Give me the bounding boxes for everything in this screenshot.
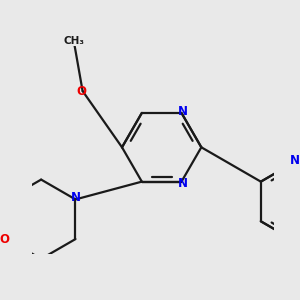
Text: N: N	[71, 191, 81, 205]
Text: O: O	[0, 232, 10, 246]
Text: O: O	[77, 85, 87, 98]
Text: N: N	[178, 105, 188, 118]
Text: N: N	[290, 154, 300, 167]
Text: CH₃: CH₃	[64, 37, 85, 46]
Text: N: N	[178, 177, 188, 190]
